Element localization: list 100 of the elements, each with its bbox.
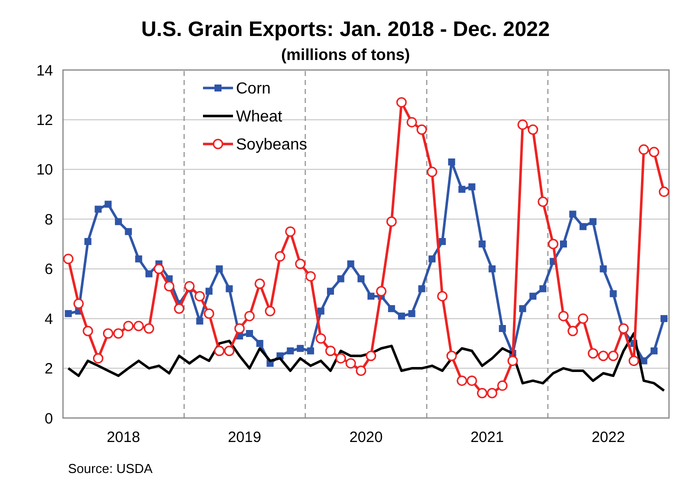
point [154,264,164,274]
point [244,310,255,322]
point [145,270,152,278]
point [204,308,214,319]
point [578,313,588,324]
point [497,380,508,391]
point [214,346,225,356]
point [84,238,92,246]
x-tick-label: 2022 [592,429,625,446]
point [466,375,478,386]
chart-subtitle: (millions of tons) [281,47,410,64]
point [94,206,102,213]
line-series [67,332,666,392]
point [307,347,314,354]
point [507,356,518,366]
point [588,348,598,359]
point [254,278,266,290]
point [358,275,365,282]
point [64,310,72,318]
point [317,308,324,315]
point [104,200,112,208]
point [123,320,134,332]
point [476,388,488,398]
point [416,124,428,135]
point [538,196,548,207]
point [418,285,426,292]
point [102,328,114,339]
point [164,281,174,292]
point [135,255,142,262]
point [468,183,476,190]
point [316,333,326,344]
point [386,216,397,227]
source-note: Source: USDA [68,461,153,476]
point [174,303,184,314]
point [337,275,344,282]
point [539,285,546,292]
legend-label: Soybeans [236,136,308,154]
y-tick-label: 6 [44,261,53,278]
point [528,124,538,135]
point [660,315,668,322]
point [428,255,436,262]
point [82,326,94,336]
point [326,288,334,295]
y-tick-label: 14 [36,62,53,80]
point [640,357,648,364]
point [234,323,245,334]
chart-title: U.S. Grain Exports: Jan. 2018 - Dec. 2022 [141,18,550,41]
point [196,318,204,325]
point [285,226,296,237]
point [446,350,457,362]
y-tick-label: 0 [44,410,53,428]
point [517,119,528,130]
x-tick-label: 2019 [228,429,262,446]
point [406,116,418,128]
point [448,158,456,166]
point [73,298,84,309]
point [286,347,294,354]
point [133,320,144,332]
point [498,325,506,332]
point [347,260,354,268]
point [114,218,122,226]
point [458,186,466,193]
point [569,210,576,218]
point [580,223,587,230]
x-tick-label: 2018 [106,429,140,446]
point [558,310,569,322]
point [548,238,558,250]
point [224,346,235,356]
point [396,97,407,108]
point [376,286,387,296]
point [206,288,213,295]
point [296,344,304,352]
point [610,290,617,298]
point [63,254,74,264]
point [648,146,660,158]
point [144,323,154,334]
point [264,306,276,316]
point [367,292,374,300]
point [398,312,406,320]
point [437,290,448,302]
point [124,228,132,236]
point [356,366,366,376]
point [184,281,195,292]
point [92,353,104,364]
point [194,290,205,302]
point [246,330,254,337]
point [628,356,640,366]
point [598,350,609,362]
legend-label: Wheat [236,108,283,126]
point [226,285,233,292]
point [600,265,607,272]
point [305,271,316,282]
y-tick-label: 2 [44,360,53,378]
point [408,310,416,318]
point [113,328,124,339]
point [488,265,496,272]
point [608,350,618,362]
point [426,166,438,178]
y-tick-label: 4 [44,310,53,328]
y-tick-label: 8 [44,211,53,228]
